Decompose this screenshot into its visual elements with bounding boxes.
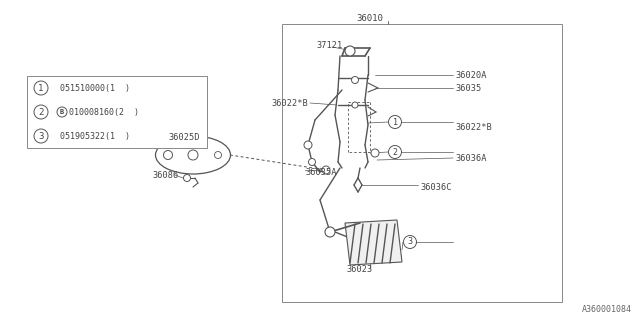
Circle shape <box>34 81 48 95</box>
Circle shape <box>388 146 401 158</box>
Circle shape <box>163 150 173 159</box>
Circle shape <box>403 236 417 249</box>
Text: 1: 1 <box>38 84 44 92</box>
Text: 36035A: 36035A <box>305 167 337 177</box>
Text: 37121: 37121 <box>316 41 342 50</box>
Text: A360001084: A360001084 <box>582 305 632 314</box>
Text: 36025D: 36025D <box>168 132 200 141</box>
Circle shape <box>214 151 221 158</box>
Circle shape <box>34 105 48 119</box>
Text: 36036A: 36036A <box>455 154 486 163</box>
Circle shape <box>388 116 401 129</box>
Circle shape <box>352 102 358 108</box>
Circle shape <box>351 76 358 84</box>
Circle shape <box>371 149 379 157</box>
Text: 051510000(1  ): 051510000(1 ) <box>60 84 130 92</box>
Polygon shape <box>345 220 402 265</box>
Text: 36010: 36010 <box>356 13 383 22</box>
Circle shape <box>184 174 191 181</box>
Circle shape <box>308 158 316 165</box>
Text: B: B <box>60 109 64 115</box>
Text: 36036C: 36036C <box>420 182 451 191</box>
Text: 2: 2 <box>392 148 397 156</box>
Text: 36022*B: 36022*B <box>271 99 308 108</box>
Circle shape <box>188 150 198 160</box>
Text: 36086: 36086 <box>152 171 179 180</box>
Text: 36020A: 36020A <box>455 70 486 79</box>
Text: 1: 1 <box>392 117 397 126</box>
Circle shape <box>34 129 48 143</box>
Text: 010008160(2  ): 010008160(2 ) <box>69 108 139 116</box>
Text: 3: 3 <box>408 237 413 246</box>
Text: 2: 2 <box>38 108 44 116</box>
Circle shape <box>322 166 330 174</box>
Circle shape <box>57 107 67 117</box>
Bar <box>282 24 562 302</box>
Text: 36023: 36023 <box>347 266 373 275</box>
Ellipse shape <box>156 136 230 174</box>
Circle shape <box>304 141 312 149</box>
Circle shape <box>345 46 355 56</box>
Bar <box>27 76 207 148</box>
Text: 3: 3 <box>38 132 44 140</box>
Text: 051905322(1  ): 051905322(1 ) <box>60 132 130 140</box>
Circle shape <box>325 227 335 237</box>
Text: 36035: 36035 <box>455 84 481 92</box>
Text: 36022*B: 36022*B <box>455 123 492 132</box>
